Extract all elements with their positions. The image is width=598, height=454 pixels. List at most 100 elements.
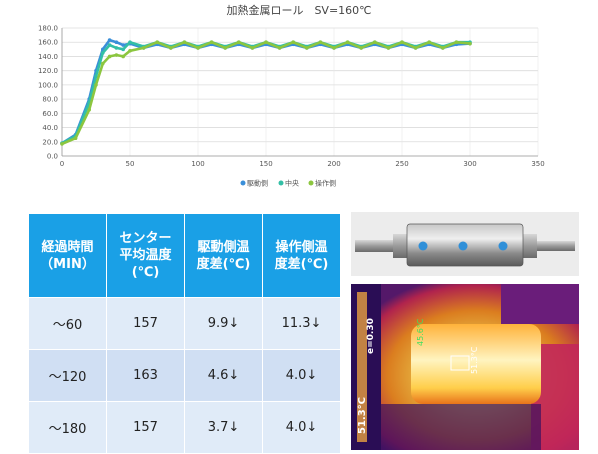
left-temp-reading: 51.3°C	[357, 397, 368, 434]
y-tick-label: 0.0	[47, 153, 58, 161]
legend-label-0: 駆動側	[247, 179, 268, 188]
measurement-box	[450, 355, 470, 371]
header-center-avg-temp: センター 平均温度 (℃)	[106, 213, 185, 298]
header-drive-side-diff: 駆動側温 度差(℃)	[184, 213, 263, 298]
series-point-2	[101, 61, 105, 66]
series-point-2	[373, 40, 377, 45]
y-tick-label: 100.0	[38, 81, 58, 89]
series-point-2	[291, 40, 296, 45]
series-point-2	[155, 40, 159, 45]
series-point-2	[169, 46, 173, 50]
series-point-2	[128, 48, 132, 53]
x-tick-label: 300	[463, 160, 476, 168]
series-point-2	[141, 46, 146, 50]
y-tick-label: 20.0	[42, 138, 58, 146]
series-point-0	[121, 43, 125, 47]
thermal-svg: 51.3°C e=0.30 45.6°C 51.3°C	[351, 284, 579, 450]
series-point-1	[107, 43, 112, 47]
legend-marker-0	[240, 180, 246, 186]
series-point-0	[114, 40, 119, 45]
green-temp-reading: 45.6°C	[416, 318, 425, 346]
y-tick-label: 140.0	[38, 53, 58, 61]
table-header-row: 経過時間 （MIN） センター 平均温度 (℃) 駆動側温 度差(℃) 操作側温…	[28, 213, 341, 298]
series-point-1	[114, 46, 119, 50]
series-point-2	[318, 40, 323, 45]
sensor-point-operation	[498, 241, 508, 251]
y-tick-label: 80.0	[42, 96, 58, 104]
cell-center-temp: 163	[106, 349, 185, 402]
series-point-2	[223, 46, 227, 50]
series-point-2	[454, 40, 459, 45]
series-line-2	[61, 40, 471, 146]
series-point-2	[359, 46, 364, 50]
x-tick-label: 350	[531, 160, 544, 168]
series-point-2	[107, 54, 112, 59]
chart-title: 加熱金属ロール SV=160℃	[226, 3, 371, 17]
cell-drive-diff: 9.9↓	[184, 297, 263, 350]
series-point-2	[468, 41, 472, 46]
series-point-2	[114, 53, 119, 57]
x-tick-label: 150	[259, 160, 272, 168]
series-point-1	[101, 51, 105, 55]
roll-diagram-svg	[355, 223, 575, 267]
series-point-1	[94, 74, 98, 79]
legend-marker-1	[278, 180, 284, 186]
series-point-1	[128, 40, 132, 45]
series-point-2	[400, 40, 404, 45]
x-tick-label: 250	[395, 160, 408, 168]
table-row: ～180 157 3.7↓ 4.0↓	[28, 401, 341, 454]
cell-op-diff: 4.0↓	[262, 349, 341, 402]
emissivity-reading: e=0.30	[366, 318, 376, 354]
cell-time: ～120	[28, 349, 107, 402]
cell-center-temp: 157	[106, 401, 185, 454]
series-point-2	[427, 40, 432, 45]
header-elapsed-time: 経過時間 （MIN）	[28, 213, 107, 298]
legend-label-1: 中央	[285, 179, 299, 188]
right-journal	[523, 234, 537, 258]
cell-drive-diff: 3.7↓	[184, 401, 263, 454]
temperature-table: 経過時間 （MIN） センター 平均温度 (℃) 駆動側温 度差(℃) 操作側温…	[28, 213, 341, 454]
series-point-2	[121, 54, 125, 59]
x-tick-label: 50	[126, 160, 135, 168]
x-tick-label: 0	[60, 160, 64, 168]
series-point-2	[305, 46, 309, 50]
cell-drive-diff: 4.6↓	[184, 349, 263, 402]
left-journal	[393, 234, 407, 258]
heated-roll	[411, 324, 541, 404]
thermal-image: 51.3°C e=0.30 45.6°C 51.3°C	[351, 284, 579, 450]
series-point-1	[121, 47, 125, 52]
series-point-2	[94, 83, 98, 87]
chart-svg: 加熱金属ロール SV=160℃ 0.0 20.0 40.0 60.0 80.0 100.0 1…	[38, 3, 545, 188]
cell-center-temp: 157	[106, 297, 185, 350]
data-table: 経過時間 （MIN） センター 平均温度 (℃) 駆動側温 度差(℃) 操作側温…	[28, 213, 341, 454]
y-tick-label: 180.0	[38, 25, 58, 33]
series-point-2	[345, 40, 350, 45]
legend-label-2: 操作側	[315, 179, 336, 188]
series-point-2	[87, 107, 91, 112]
sensor-point-center	[458, 241, 468, 251]
series-point-2	[182, 40, 187, 45]
legend-marker-2	[308, 180, 314, 186]
series-point-2	[264, 40, 268, 45]
table-row: ～60 157 9.9↓ 11.3↓	[28, 297, 341, 350]
y-tick-label: 60.0	[42, 110, 58, 118]
series-point-2	[209, 40, 214, 45]
series-point-2	[73, 136, 78, 141]
series-point-2	[237, 40, 241, 45]
table-row: ～120 163 4.6↓ 4.0↓	[28, 349, 341, 402]
cell-op-diff: 4.0↓	[262, 401, 341, 454]
cell-op-diff: 11.3↓	[262, 297, 341, 350]
y-tick-label: 120.0	[38, 67, 58, 75]
cell-time: ～180	[28, 401, 107, 454]
series-point-2	[413, 46, 418, 50]
series-point-2	[250, 46, 255, 50]
header-operation-side-diff: 操作側温 度差(℃)	[262, 213, 341, 298]
series-point-2	[277, 46, 282, 50]
series-point-2	[441, 46, 445, 50]
x-tick-label: 200	[327, 160, 340, 168]
y-tick-label: 40.0	[42, 124, 58, 132]
sensor-point-drive	[418, 241, 428, 251]
roll-diagram-image	[351, 212, 579, 276]
series-point-2	[60, 142, 64, 146]
right-shaft	[537, 241, 575, 251]
